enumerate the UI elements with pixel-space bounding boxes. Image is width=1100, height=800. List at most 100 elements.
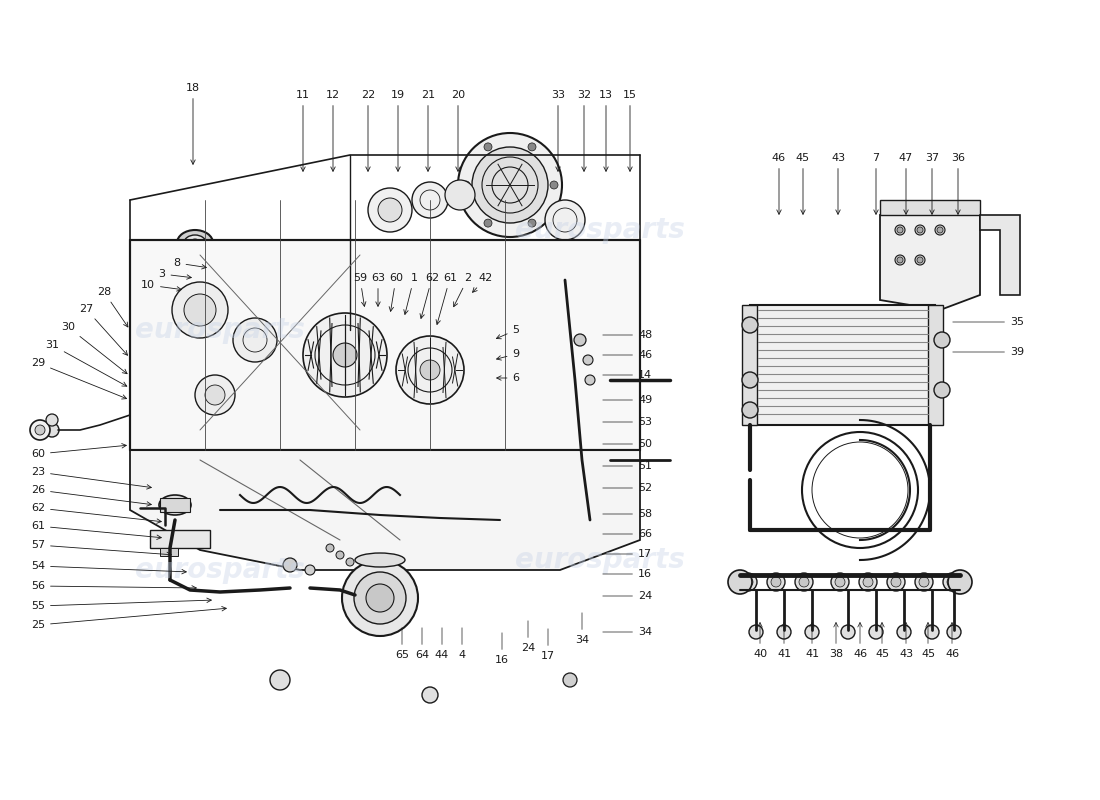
Text: 48: 48 (603, 330, 652, 340)
Circle shape (46, 414, 58, 426)
Circle shape (302, 313, 387, 397)
Text: 46: 46 (852, 622, 867, 659)
Circle shape (742, 372, 758, 388)
Text: 22: 22 (361, 90, 375, 171)
Circle shape (925, 625, 939, 639)
Text: 11: 11 (296, 90, 310, 171)
Text: 53: 53 (603, 417, 652, 427)
Bar (928, 305, 943, 425)
Text: 7: 7 (872, 153, 880, 214)
Circle shape (462, 181, 470, 189)
Text: 57: 57 (31, 540, 172, 557)
Text: eurosparts: eurosparts (515, 216, 685, 244)
Text: 43: 43 (899, 622, 913, 659)
Text: 41: 41 (777, 622, 791, 659)
Text: 3: 3 (158, 269, 191, 279)
Circle shape (420, 360, 440, 380)
Circle shape (934, 382, 950, 398)
Text: 8: 8 (174, 258, 207, 269)
Text: 26: 26 (31, 485, 152, 506)
Text: 46: 46 (603, 350, 652, 360)
Circle shape (915, 225, 925, 235)
Circle shape (842, 625, 855, 639)
Ellipse shape (190, 239, 200, 247)
Circle shape (915, 255, 925, 265)
Text: 33: 33 (551, 90, 565, 171)
Circle shape (583, 355, 593, 365)
Circle shape (333, 343, 358, 367)
Text: 58: 58 (603, 509, 652, 519)
Circle shape (918, 577, 930, 587)
Circle shape (283, 558, 297, 572)
Text: 10: 10 (141, 280, 182, 291)
Text: 2: 2 (453, 273, 472, 306)
Text: 41: 41 (805, 622, 820, 659)
Text: 34: 34 (603, 627, 652, 637)
Circle shape (947, 577, 957, 587)
Bar (750, 305, 935, 425)
Circle shape (528, 143, 536, 151)
Text: 17: 17 (541, 629, 556, 661)
Text: 45: 45 (796, 153, 810, 214)
Text: 47: 47 (899, 153, 913, 214)
Circle shape (422, 687, 438, 703)
Circle shape (346, 558, 354, 566)
Text: 16: 16 (603, 569, 652, 579)
Text: 21: 21 (421, 90, 436, 171)
Bar (130, 240, 640, 450)
Circle shape (472, 147, 548, 223)
Circle shape (771, 577, 781, 587)
Text: 12: 12 (326, 90, 340, 171)
Circle shape (336, 551, 344, 559)
Text: 15: 15 (623, 90, 637, 171)
Circle shape (830, 573, 849, 591)
Circle shape (742, 317, 758, 333)
Bar (160, 548, 178, 556)
Circle shape (895, 225, 905, 235)
Circle shape (35, 425, 45, 435)
Text: 20: 20 (451, 90, 465, 171)
Circle shape (749, 625, 763, 639)
Text: 45: 45 (921, 622, 935, 659)
Bar (742, 305, 757, 425)
Text: 51: 51 (603, 461, 652, 471)
Circle shape (935, 225, 945, 235)
Circle shape (799, 577, 808, 587)
Circle shape (446, 180, 475, 210)
Text: 50: 50 (603, 439, 652, 449)
Circle shape (305, 565, 315, 575)
Text: 4: 4 (459, 628, 465, 660)
Text: 24: 24 (603, 591, 652, 601)
Circle shape (528, 219, 536, 227)
Text: 17: 17 (603, 549, 652, 559)
Text: 25: 25 (31, 606, 227, 630)
Bar (160, 498, 190, 512)
Text: 31: 31 (45, 340, 126, 386)
Circle shape (544, 200, 585, 240)
Circle shape (947, 625, 961, 639)
Circle shape (195, 375, 235, 415)
Text: 34: 34 (575, 613, 590, 645)
Circle shape (728, 570, 752, 594)
Text: 54: 54 (31, 561, 186, 574)
Text: 35: 35 (953, 317, 1024, 327)
Text: 52: 52 (603, 483, 652, 493)
Text: 56: 56 (31, 581, 196, 591)
Bar (880, 200, 980, 215)
Circle shape (859, 573, 877, 591)
Circle shape (835, 577, 845, 587)
Text: eurosparts: eurosparts (515, 546, 685, 574)
Text: 9: 9 (496, 349, 519, 360)
Circle shape (767, 573, 785, 591)
Polygon shape (130, 450, 640, 570)
Text: 62: 62 (31, 503, 162, 523)
Circle shape (896, 227, 903, 233)
Text: 27: 27 (79, 304, 128, 355)
Circle shape (396, 336, 464, 404)
Circle shape (937, 227, 943, 233)
Text: 24: 24 (521, 621, 535, 653)
Circle shape (742, 577, 754, 587)
Text: 49: 49 (603, 395, 652, 405)
Circle shape (233, 318, 277, 362)
Circle shape (366, 584, 394, 612)
